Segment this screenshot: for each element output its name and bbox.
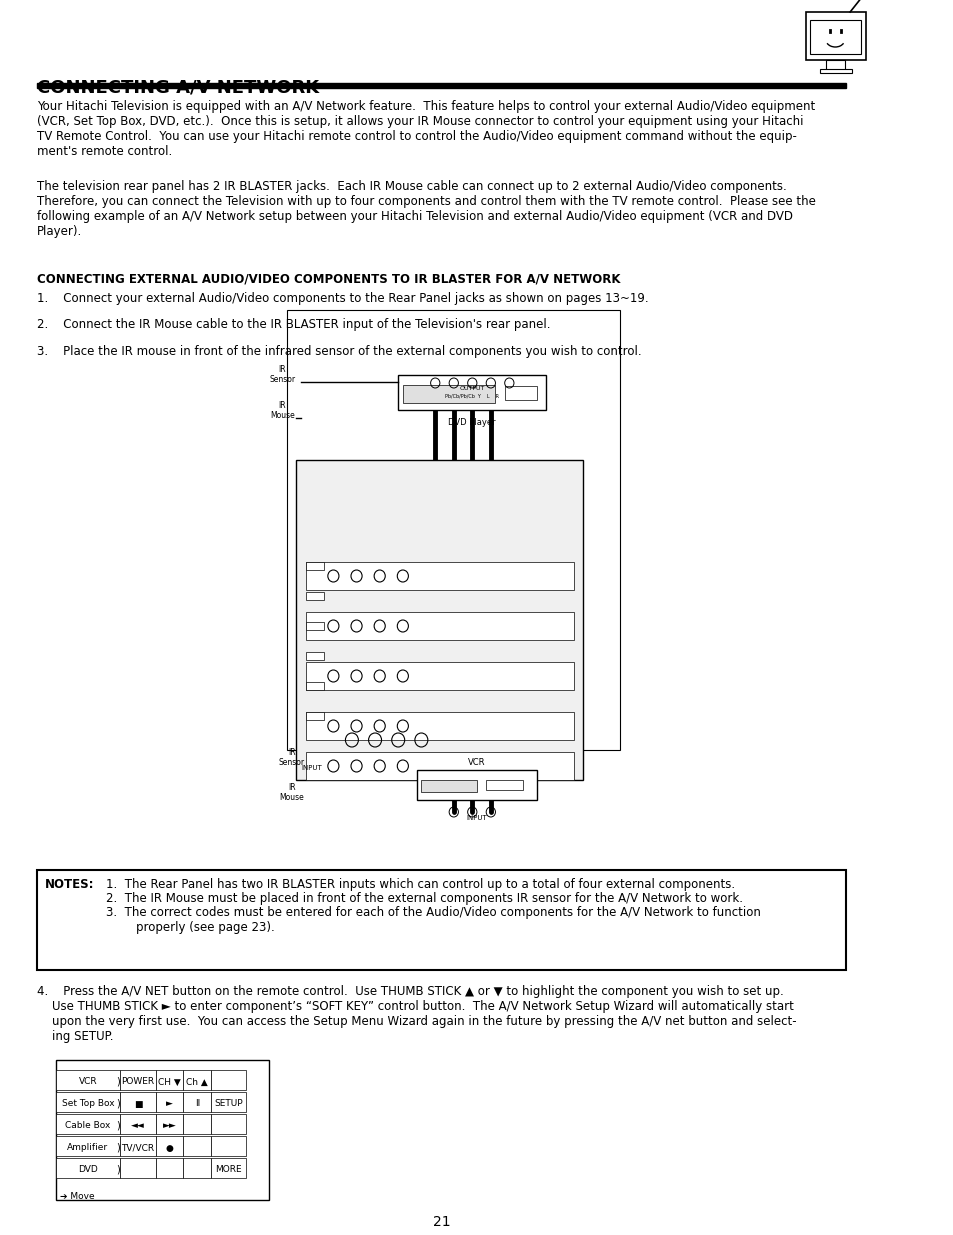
Text: II: II — [194, 1099, 200, 1109]
Bar — [819, 69, 851, 73]
Text: Cable Box: Cable Box — [65, 1121, 111, 1130]
Bar — [155, 1114, 183, 1134]
Text: OUTPUT: OUTPUT — [459, 387, 484, 391]
Text: ◄◄: ◄◄ — [131, 1121, 145, 1130]
Bar — [55, 1114, 120, 1134]
Text: Amplifier: Amplifier — [68, 1144, 109, 1152]
Bar — [155, 1092, 183, 1112]
Text: MORE: MORE — [215, 1166, 242, 1174]
Text: 2.    Connect the IR Mouse cable to the IR BLASTER input of the Television's rea: 2. Connect the IR Mouse cable to the IR … — [37, 317, 550, 331]
Text: ■: ■ — [133, 1099, 142, 1109]
Text: ): ) — [115, 1165, 119, 1174]
Bar — [305, 613, 574, 640]
Text: IR
Mouse: IR Mouse — [270, 400, 294, 420]
Text: The television rear panel has 2 IR BLASTER jacks.  Each IR Mouse cable can conne: The television rear panel has 2 IR BLAST… — [37, 180, 815, 238]
Bar — [486, 781, 522, 790]
Bar — [55, 1092, 120, 1112]
Bar — [120, 1070, 155, 1091]
Text: POWER: POWER — [121, 1077, 154, 1087]
Bar — [416, 769, 537, 800]
Bar — [155, 1158, 183, 1178]
Bar — [55, 1070, 120, 1091]
Bar — [155, 1070, 183, 1091]
Bar — [805, 12, 865, 61]
Bar — [183, 1070, 211, 1091]
Bar — [183, 1136, 211, 1156]
Bar — [305, 562, 574, 590]
Bar — [305, 752, 574, 781]
Bar — [120, 1158, 155, 1178]
Bar — [809, 20, 861, 54]
Text: CH ▼: CH ▼ — [158, 1077, 181, 1087]
Bar — [211, 1158, 246, 1178]
Text: NOTES:: NOTES: — [45, 878, 93, 890]
Bar — [305, 622, 324, 630]
Bar — [37, 869, 845, 969]
Bar — [183, 1158, 211, 1178]
Bar — [305, 713, 574, 740]
Text: INPUT: INPUT — [466, 815, 487, 821]
Bar — [120, 1092, 155, 1112]
Text: ): ) — [115, 1121, 119, 1131]
Text: ●: ● — [166, 1144, 173, 1152]
Bar — [305, 652, 324, 659]
Bar — [211, 1136, 246, 1156]
Bar — [305, 592, 324, 600]
Bar — [55, 1158, 120, 1178]
Bar — [397, 375, 546, 410]
Text: SETUP: SETUP — [214, 1099, 243, 1109]
Bar — [120, 1136, 155, 1156]
Bar — [296, 459, 583, 781]
Text: IR
Sensor: IR Sensor — [278, 747, 304, 767]
Bar — [504, 387, 537, 400]
Text: 3.  The correct codes must be entered for each of the Audio/Video components for: 3. The correct codes must be entered for… — [107, 906, 760, 934]
Bar — [37, 83, 845, 88]
Text: ►: ► — [166, 1099, 172, 1109]
Text: 21: 21 — [433, 1215, 450, 1229]
Text: Your Hitachi Television is equipped with an A/V Network feature.  This feature h: Your Hitachi Television is equipped with… — [37, 100, 815, 158]
Text: 1.    Connect your external Audio/Video components to the Rear Panel jacks as sh: 1. Connect your external Audio/Video com… — [37, 291, 648, 305]
Text: CONNECTING A/V NETWORK: CONNECTING A/V NETWORK — [37, 78, 319, 96]
Text: ➔ Move: ➔ Move — [60, 1192, 94, 1200]
Bar — [55, 1060, 269, 1200]
Text: IR
Mouse: IR Mouse — [279, 783, 304, 802]
Text: VCR: VCR — [468, 758, 485, 767]
Bar — [183, 1092, 211, 1112]
Bar — [305, 713, 324, 720]
Text: 1.  The Rear Panel has two IR BLASTER inputs which can control up to a total of : 1. The Rear Panel has two IR BLASTER inp… — [107, 878, 735, 890]
Text: Pb/Cb/Pb/Cb  Y    L    R: Pb/Cb/Pb/Cb Y L R — [445, 393, 498, 398]
Text: ►►: ►► — [162, 1121, 176, 1130]
Bar — [55, 1136, 120, 1156]
Text: ): ) — [115, 1144, 119, 1153]
Bar — [421, 781, 476, 792]
Text: CONNECTING EXTERNAL AUDIO/VIDEO COMPONENTS TO IR BLASTER FOR A/V NETWORK: CONNECTING EXTERNAL AUDIO/VIDEO COMPONEN… — [37, 272, 619, 285]
Text: ): ) — [115, 1099, 119, 1109]
Text: 2.  The IR Mouse must be placed in front of the external components IR sensor fo: 2. The IR Mouse must be placed in front … — [107, 892, 742, 905]
Bar — [287, 310, 619, 750]
Text: ): ) — [115, 1077, 119, 1087]
Text: 4.    Press the A/V NET button on the remote control.  Use THUMB STICK ▲ or ▼ to: 4. Press the A/V NET button on the remot… — [37, 986, 796, 1044]
Bar — [211, 1092, 246, 1112]
Text: TV/VCR: TV/VCR — [121, 1144, 154, 1152]
Bar — [825, 61, 843, 70]
Text: Ch ▲: Ch ▲ — [186, 1077, 208, 1087]
Bar — [305, 662, 574, 690]
Text: INPUT: INPUT — [300, 764, 321, 771]
Text: IR
Sensor: IR Sensor — [269, 364, 295, 384]
Bar — [183, 1114, 211, 1134]
Bar — [211, 1114, 246, 1134]
Bar — [211, 1070, 246, 1091]
Bar — [305, 682, 324, 690]
Text: Set Top Box: Set Top Box — [62, 1099, 114, 1109]
Bar — [155, 1136, 183, 1156]
Text: 3.    Place the IR mouse in front of the infrared sensor of the external compone: 3. Place the IR mouse in front of the in… — [37, 345, 641, 358]
Text: VCR: VCR — [78, 1077, 97, 1087]
Text: DVD: DVD — [78, 1166, 98, 1174]
Text: DVD Player: DVD Player — [448, 417, 496, 427]
Bar — [305, 562, 324, 571]
Bar — [120, 1114, 155, 1134]
Bar — [402, 385, 495, 403]
